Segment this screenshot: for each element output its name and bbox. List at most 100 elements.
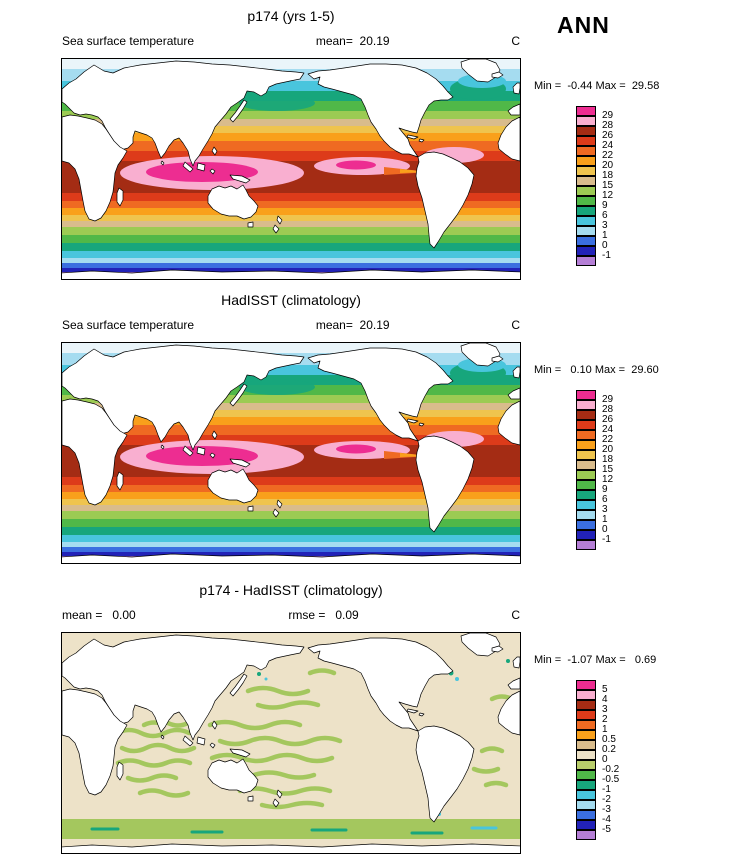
colorbar-tick-label: 18: [602, 454, 614, 465]
colorbar-swatch: [576, 740, 596, 750]
panel-model: p174 (yrs 1-5) Sea surface temperature m…: [0, 0, 732, 284]
variable-label: Sea surface temperature: [62, 318, 195, 332]
panel-title: p174 (yrs 1-5): [247, 8, 335, 24]
colorbar-swatch: [576, 460, 596, 470]
colorbar-swatch: [576, 700, 596, 710]
colorbar-swatch: [576, 116, 596, 126]
colorbar-swatch: [576, 106, 596, 116]
colorbar-tick-label: 4: [602, 694, 608, 705]
minmax-label: Min = 0.10 Max = 29.60: [534, 364, 659, 376]
colorbar-swatch: [576, 810, 596, 820]
colorbar-tick-label: 26: [602, 414, 614, 425]
colorbar: 29 28 26 24 22 20 18 15 12 9 6 3 1 0 -1: [576, 390, 640, 554]
colorbar-tick-label: 0: [602, 524, 608, 535]
colorbar-tick-label: -4: [602, 814, 611, 825]
colorbar-tick-label: 29: [602, 394, 614, 405]
colorbar-swatch: [576, 166, 596, 176]
colorbar-tick-label: -1: [602, 534, 611, 545]
colorbar-swatch: [576, 710, 596, 720]
map-sst-obs: [61, 342, 521, 564]
colorbar-tick-label: 1: [602, 230, 608, 241]
units-label: C: [511, 608, 520, 622]
colorbar-swatch: [576, 760, 596, 770]
colorbar: 29 28 26 24 22 20 18 15 12 9 6 3 1 0 -1: [576, 106, 640, 270]
colorbar-swatch: [576, 800, 596, 810]
colorbar-tick-label: -2: [602, 794, 611, 805]
colorbar-swatch: [576, 206, 596, 216]
colorbar-tick-label: 6: [602, 494, 608, 505]
colorbar-swatch: [576, 540, 596, 550]
mean-label: mean= 20.19: [315, 318, 390, 332]
panel-title: p174 - HadISST (climatology): [199, 582, 383, 598]
colorbar-swatch: [576, 400, 596, 410]
colorbar-swatch: [576, 216, 596, 226]
colorbar-swatch: [576, 830, 596, 840]
colorbar-swatch: [576, 530, 596, 540]
colorbar-swatch: [576, 420, 596, 430]
panel-header-row: mean = 0.00 rmse = 0.09 C: [62, 608, 520, 622]
world-map-sst-model: [62, 59, 520, 279]
colorbar-swatch: [576, 690, 596, 700]
colorbar-tick-label: -0.5: [602, 774, 620, 785]
colorbar-swatch: [576, 430, 596, 440]
colorbar-swatch: [576, 480, 596, 490]
colorbar-swatch: [576, 176, 596, 186]
colorbar-swatch: [576, 780, 596, 790]
colorbar-tick-label: 18: [602, 170, 614, 181]
colorbar-swatch: [576, 126, 596, 136]
map-sst-model: [61, 58, 521, 280]
colorbar-swatch: [576, 236, 596, 246]
panel-title: HadISST (climatology): [221, 292, 361, 308]
colorbar-swatch: [576, 196, 596, 206]
minmax-label: Min = -0.44 Max = 29.58: [534, 80, 660, 92]
colorbar-swatch: [576, 226, 596, 236]
colorbar-swatch: [576, 146, 596, 156]
colorbar-tick-label: 0: [602, 754, 608, 765]
mean-label: mean = 0.00: [62, 608, 136, 622]
colorbar-tick-label: -0.2: [602, 764, 620, 775]
colorbar-swatch: [576, 410, 596, 420]
colorbar-swatch: [576, 470, 596, 480]
colorbar-tick-label: 0: [602, 240, 608, 251]
colorbar-tick-label: 0.5: [602, 734, 616, 745]
colorbar-swatch: [576, 246, 596, 256]
panel-header-row: Sea surface temperature mean= 20.19 C: [62, 318, 520, 332]
colorbar-tick-label: 20: [602, 444, 614, 455]
colorbar-swatch: [576, 186, 596, 196]
colorbar-swatch: [576, 730, 596, 740]
colorbar-tick-label: 26: [602, 130, 614, 141]
colorbar-swatch: [576, 680, 596, 690]
colorbar-tick-label: 3: [602, 504, 608, 515]
colorbar-swatch: [576, 510, 596, 520]
colorbar-swatch: [576, 820, 596, 830]
map-sst-diff: [61, 632, 521, 854]
colorbar-tick-label: 12: [602, 474, 614, 485]
colorbar-tick-label: 6: [602, 210, 608, 221]
panel-header-row: Sea surface temperature mean= 20.19 C: [62, 34, 520, 48]
colorbar-swatch: [576, 256, 596, 266]
colorbar-tick-label: 9: [602, 200, 608, 211]
colorbar-tick-label: 15: [602, 464, 614, 475]
colorbar-tick-label: 15: [602, 180, 614, 191]
colorbar-tick-label: 28: [602, 120, 614, 131]
units-label: C: [511, 34, 520, 48]
colorbar-swatch: [576, 750, 596, 760]
colorbar-tick-label: -3: [602, 804, 611, 815]
rmse-label: rmse = 0.09: [288, 608, 359, 622]
colorbar-tick-label: 20: [602, 160, 614, 171]
world-map-sst-diff: [62, 633, 520, 853]
colorbar-tick-label: 3: [602, 220, 608, 231]
colorbar-tick-label: 1: [602, 724, 608, 735]
colorbar-swatch: [576, 136, 596, 146]
colorbar-tick-label: 12: [602, 190, 614, 201]
colorbar-tick-label: 24: [602, 424, 614, 435]
colorbar-tick-label: 22: [602, 434, 614, 445]
colorbar-tick-label: -1: [602, 250, 611, 261]
colorbar-tick-label: 24: [602, 140, 614, 151]
colorbar-swatch: [576, 440, 596, 450]
colorbar-tick-label: 9: [602, 484, 608, 495]
colorbar-swatch: [576, 770, 596, 780]
colorbar-swatch: [576, 520, 596, 530]
units-label: C: [511, 318, 520, 332]
panel-obs: HadISST (climatology) Sea surface temper…: [0, 284, 732, 568]
